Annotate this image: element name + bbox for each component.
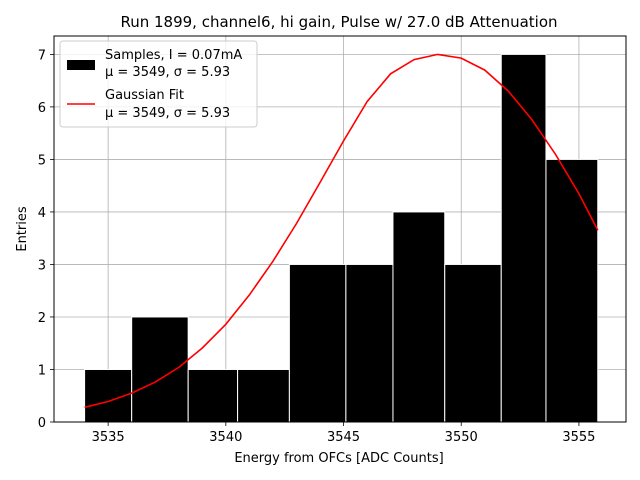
legend-fit-label: Gaussian Fit — [105, 88, 184, 103]
x-axis-label: Energy from OFCs [ADC Counts] — [234, 451, 443, 466]
legend-swatch-samples — [67, 60, 95, 70]
chart-title: Run 1899, channel6, hi gain, Pulse w/ 27… — [120, 13, 557, 31]
histogram-bar — [345, 263, 394, 423]
y-tick-label: 0 — [38, 416, 46, 431]
legend-samples-label: Samples, I = 0.07mA — [105, 48, 242, 63]
y-tick-label: 5 — [38, 153, 46, 168]
y-tick-label: 1 — [38, 363, 46, 378]
x-tick-label: 3535 — [92, 430, 125, 445]
y-tick-label: 2 — [38, 311, 46, 326]
axes-frame — [53, 35, 627, 423]
y-tick-label: 7 — [38, 48, 46, 63]
histogram-bar — [187, 368, 239, 423]
gaussian-fit-line — [84, 53, 599, 409]
y-tick-label: 3 — [38, 258, 46, 273]
histogram-bar — [288, 263, 347, 423]
histogram-bar — [131, 316, 189, 423]
x-tick-label: 3550 — [445, 430, 478, 445]
y-tick-label: 6 — [38, 101, 46, 116]
y-tick-label: 4 — [38, 206, 46, 221]
y-axis-label: Entries — [15, 206, 30, 252]
legend: Samples, I = 0.07mA μ = 3549, σ = 5.93 G… — [59, 40, 258, 128]
x-tick-label: 3540 — [209, 430, 242, 445]
x-tick-label: 3555 — [562, 430, 595, 445]
histogram-bar — [237, 368, 290, 423]
legend-box — [59, 40, 258, 128]
x-tick-label: 3545 — [327, 430, 360, 445]
histogram-bars — [84, 53, 599, 423]
histogram-bar — [545, 158, 599, 423]
legend-fit-stats: μ = 3549, σ = 5.93 — [105, 106, 230, 121]
legend-samples-stats: μ = 3549, σ = 5.93 — [105, 65, 230, 80]
gaussian-fit-layer — [84, 53, 599, 409]
histogram-bar — [444, 263, 502, 423]
axis-ticks: 3535 3540 3545 3550 3555 0 1 2 3 4 5 6 7 — [38, 48, 596, 445]
histogram-bar — [500, 53, 547, 423]
histogram-bar — [392, 211, 446, 423]
